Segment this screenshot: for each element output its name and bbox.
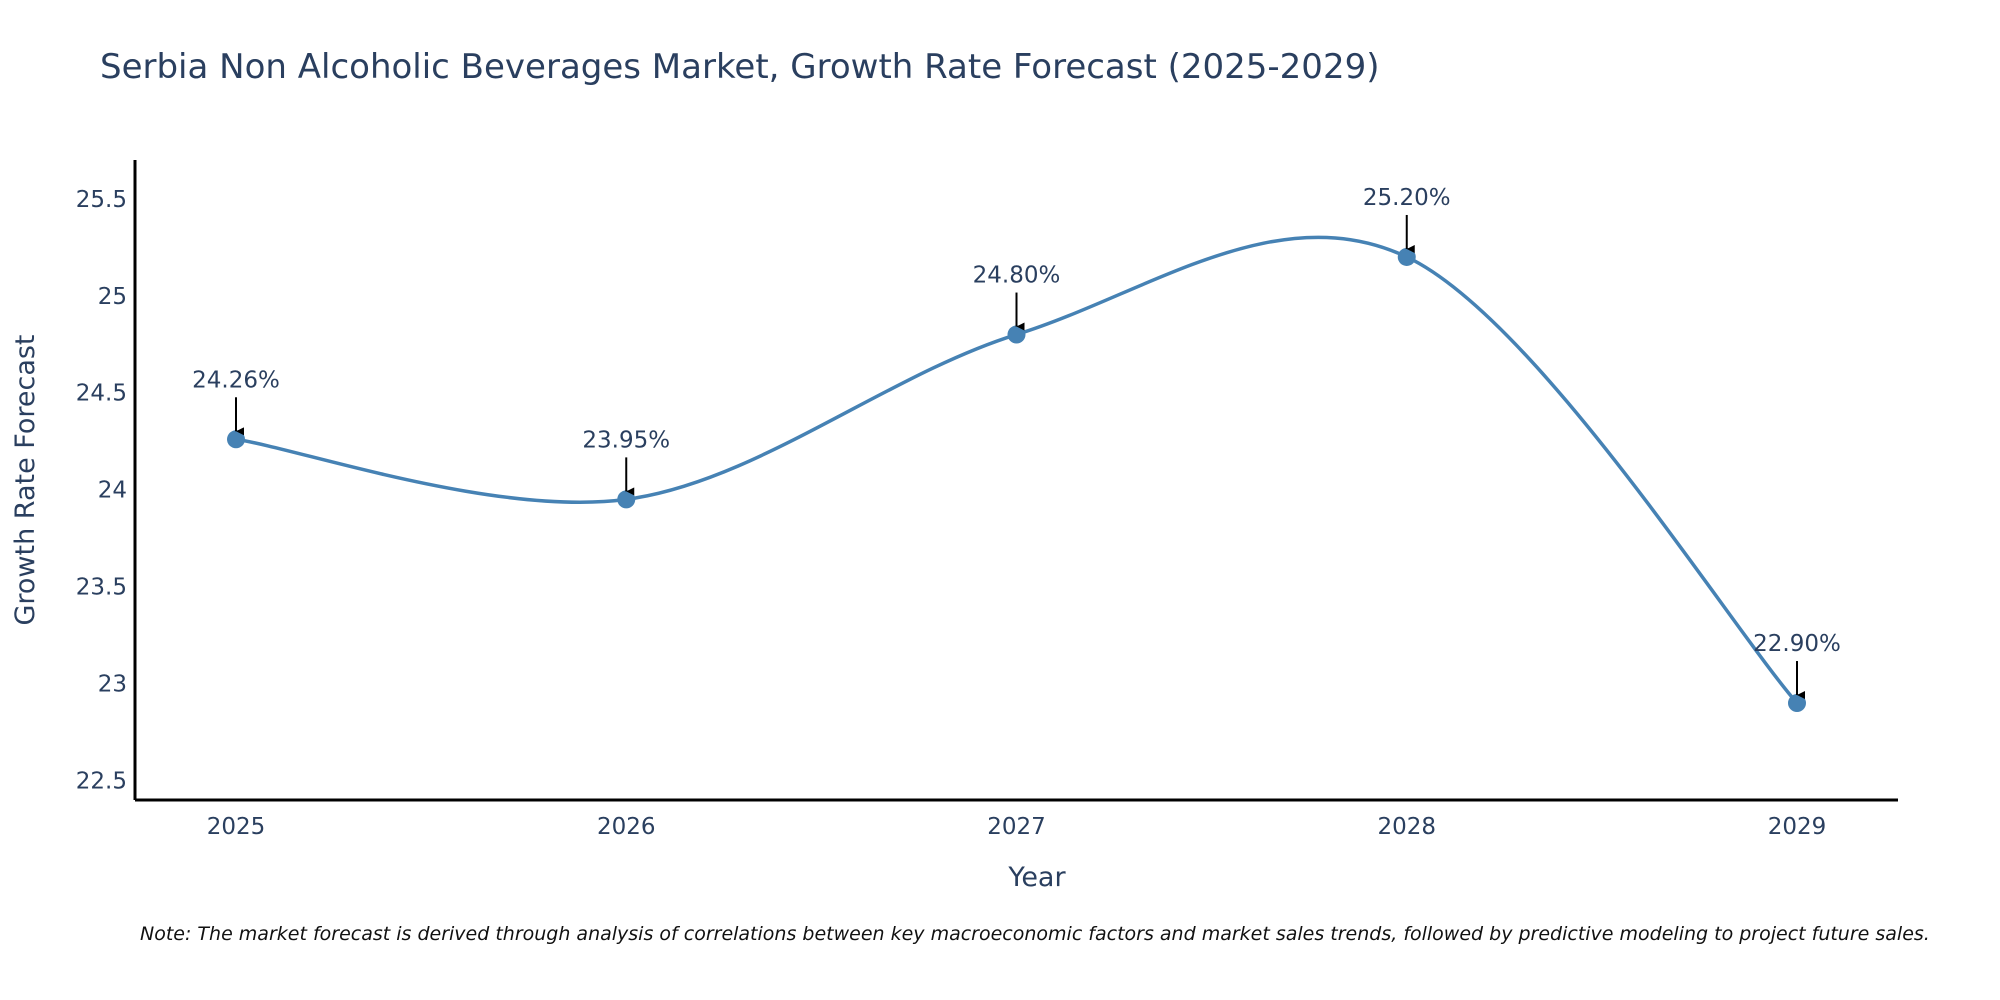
y-tick-label: 25 [98,284,127,310]
x-tick-label: 2025 [207,814,266,840]
y-tick-label: 22.5 [76,769,127,795]
data-label: 24.26% [192,367,280,393]
data-point [1788,694,1806,713]
data-point [1397,247,1416,266]
x-tick-label: 2028 [1377,814,1436,840]
y-tick-label: 24 [98,478,127,504]
series-line [235,235,1799,705]
x-tick-label: 2027 [987,814,1046,840]
y-tick-label: 24.5 [76,381,127,407]
chart-title: Serbia Non Alcoholic Beverages Market, G… [100,47,1379,87]
plot-area: 22.5 23 23.5 24 24.5 25 25.5 2025 2026 2027 2028 20… [76,160,1898,840]
y-tick-label: 23 [98,672,127,698]
x-axis-title: Year [1007,862,1066,893]
data-point [617,490,636,509]
data-point [227,430,245,449]
x-tick-label: 2029 [1768,814,1827,840]
data-label: 22.90% [1753,631,1841,657]
x-tick-label: 2026 [597,814,656,840]
y-tick-label: 25.5 [76,187,127,213]
footnote: Note: The market forecast is derived thr… [140,923,1930,945]
data-point [1007,325,1026,344]
data-label: 25.20% [1363,185,1451,211]
data-label: 23.95% [582,427,670,453]
y-axis-title: Growth Rate Forecast [10,334,41,625]
y-tick-label: 23.5 [76,575,127,601]
data-label: 24.80% [973,263,1061,289]
